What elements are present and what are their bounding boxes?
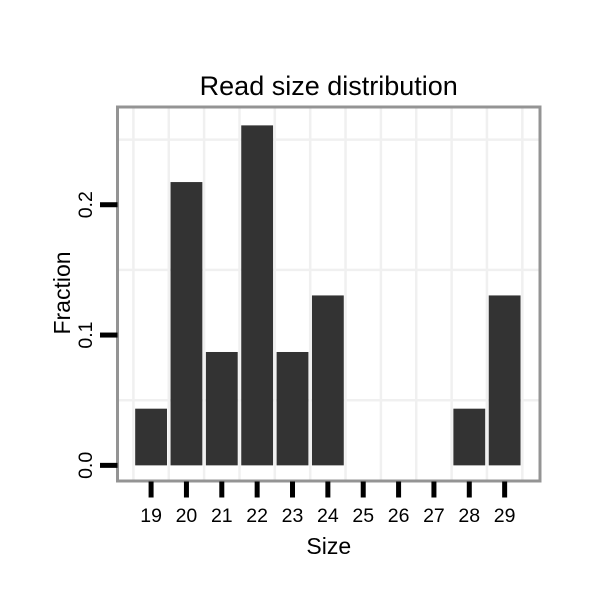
panel-border-layer (116, 105, 542, 483)
bars (135, 125, 521, 466)
bar-20 (170, 182, 203, 466)
y-tick-label-0.1: 0.1 (75, 321, 97, 348)
x-tick-28 (466, 481, 472, 498)
x-tick-25 (360, 481, 366, 498)
x-tick-27 (431, 481, 437, 498)
x-tick-label-28: 28 (458, 505, 480, 527)
x-tick-label-29: 29 (494, 505, 516, 527)
x-tick-label-21: 21 (211, 505, 233, 527)
x-tick-label-20: 20 (176, 505, 198, 527)
y-tick-label-0.0: 0.0 (75, 452, 97, 479)
x-tick-19 (148, 481, 154, 498)
x-tick-label-25: 25 (352, 505, 374, 527)
x-tick-21 (219, 481, 225, 498)
bar-22 (241, 125, 274, 466)
x-tick-label-27: 27 (423, 505, 445, 527)
y-axis-title: Fraction (49, 251, 75, 334)
bar-24 (311, 295, 344, 466)
bar-19 (135, 408, 167, 466)
x-tick-label-19: 19 (140, 505, 162, 527)
x-tick-20 (183, 481, 189, 498)
x-axis-title: Size (306, 533, 351, 559)
x-tick-29 (502, 481, 508, 498)
panel-border (116, 105, 542, 483)
x-tick-label-22: 22 (246, 505, 268, 527)
y-tick-label-0.2: 0.2 (75, 191, 97, 218)
y-tick-0 (100, 462, 118, 468)
bar-21 (205, 351, 238, 466)
bar-29 (488, 295, 521, 466)
axes: 19 20 21 22 23 24 25 26 27 28 29 0.0 0.1 0.2 (75, 191, 515, 527)
bar-28 (453, 408, 486, 466)
x-tick-26 (396, 481, 402, 498)
x-tick-24 (325, 481, 331, 498)
y-tick-0.1 (100, 332, 118, 338)
x-tick-label-23: 23 (282, 505, 304, 527)
bar-23 (276, 351, 309, 466)
x-tick-22 (254, 481, 260, 498)
x-tick-label-24: 24 (317, 505, 339, 527)
x-tick-label-26: 26 (388, 505, 410, 527)
x-tick-23 (290, 481, 296, 498)
gridlines (117, 107, 540, 481)
y-tick-0.2 (100, 202, 118, 208)
chart-title: Read size distribution (200, 71, 458, 101)
